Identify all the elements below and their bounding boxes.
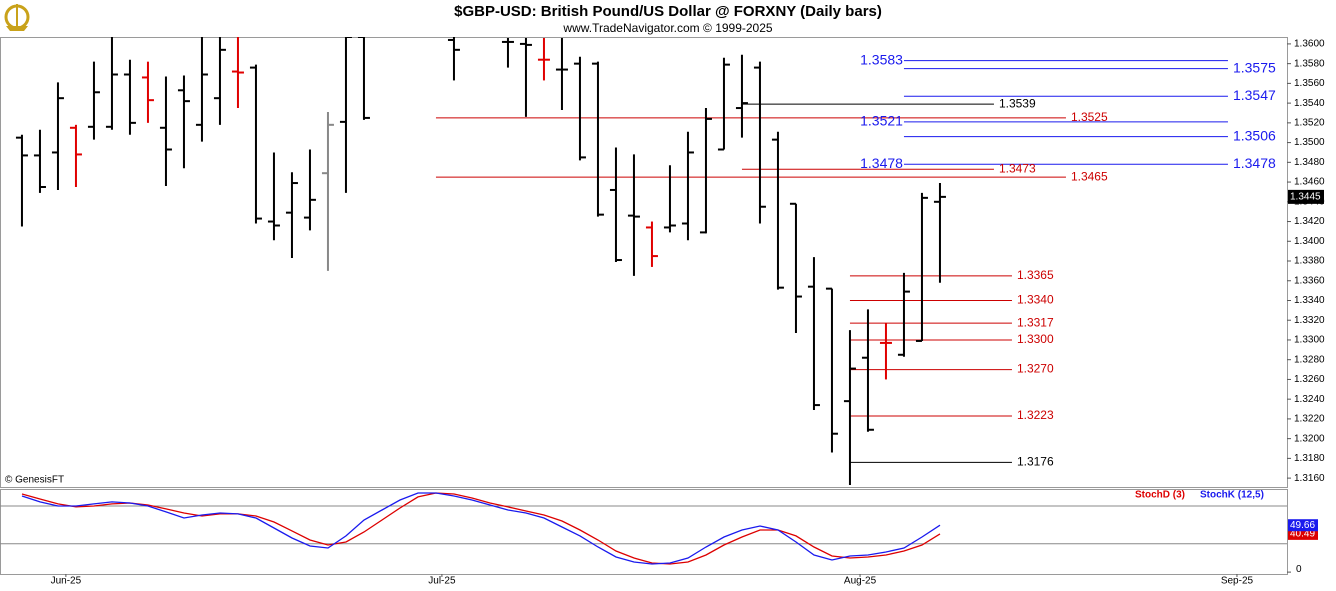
last-price-box — [1288, 189, 1324, 204]
credit: © GenesisFT — [5, 475, 64, 486]
chart-title: $GBP-USD: British Pound/US Dollar @ FORX… — [454, 3, 882, 20]
stoch-pane — [0, 489, 1288, 575]
price-pane — [0, 37, 1288, 488]
logo — [4, 4, 30, 31]
legend-label: StochD (3) — [1135, 490, 1185, 501]
level-label: 1.3525 — [1071, 110, 1108, 124]
level-label: 1.3365 — [1017, 268, 1054, 282]
y-tick-label: 1.3380 — [1294, 256, 1325, 267]
legend-label: StochK (12,5) — [1200, 490, 1264, 501]
last-value-label: 49.66 — [1290, 520, 1315, 531]
y-tick-label: 1.3340 — [1294, 295, 1325, 306]
y-tick-label: 1.3540 — [1294, 98, 1325, 109]
level-label: 1.3547 — [1233, 87, 1276, 103]
y-tick-label: 1.3400 — [1294, 236, 1325, 247]
y-tick-label: 0 — [1296, 564, 1302, 575]
y-tick-label: 1.3600 — [1294, 39, 1325, 50]
level-label: 1.3223 — [1017, 408, 1054, 422]
y-tick-label: 1.3500 — [1294, 137, 1325, 148]
price-plot — [15, 37, 1228, 486]
y-tick-label: 1.3520 — [1294, 117, 1325, 128]
x-tick-label: Sep-25 — [1221, 576, 1254, 587]
stoch-line — [21, 492, 941, 565]
y-tick-label: 1.3480 — [1294, 157, 1325, 168]
chart-subtitle: www.TradeNavigator.com © 1999-2025 — [562, 21, 772, 35]
stoch-plot — [0, 492, 1287, 565]
level-label: 1.3340 — [1017, 293, 1054, 307]
level-label: 1.3478 — [1233, 155, 1276, 171]
y-tick-label: 1.3460 — [1294, 177, 1325, 188]
y-tick-label: 1.3300 — [1294, 335, 1325, 346]
level-label: 1.3583 — [860, 51, 903, 67]
level-label: 1.3270 — [1017, 362, 1054, 376]
y-tick-label: 1.3360 — [1294, 275, 1325, 286]
y-tick-label: 1.3280 — [1294, 354, 1325, 365]
y-tick-label: 1.3180 — [1294, 453, 1325, 464]
level-label: 1.3176 — [1017, 455, 1054, 469]
stoch-line — [21, 492, 941, 565]
y-tick-label: 1.3560 — [1294, 78, 1325, 89]
y-tick-label: 1.3420 — [1294, 216, 1325, 227]
y-tick-label: 1.3260 — [1294, 374, 1325, 385]
y-tick-label: 1.3220 — [1294, 414, 1325, 425]
y-tick-label: 1.3320 — [1294, 315, 1325, 326]
level-label: 1.3521 — [860, 113, 903, 129]
level-label: 1.3575 — [1233, 59, 1276, 75]
level-label: 1.3300 — [1017, 332, 1054, 346]
last-value-label: 40.49 — [1290, 529, 1315, 540]
x-tick-label: Aug-25 — [844, 576, 877, 587]
x-tick-label: Jul-25 — [428, 576, 456, 587]
last-value-box — [1288, 519, 1318, 532]
level-label: 1.3478 — [860, 155, 903, 171]
last-price-label: 1.3445 — [1290, 192, 1321, 203]
level-label: 1.3473 — [999, 161, 1036, 175]
y-tick-label: 1.3240 — [1294, 394, 1325, 405]
level-label: 1.3317 — [1017, 315, 1054, 329]
axes: 1.3600 1.3580 1.3560 1.3540 1.3520 1.3500 1.34… — [51, 39, 1325, 587]
y-tick-label: 1.3200 — [1294, 433, 1325, 444]
level-label: 1.3539 — [999, 96, 1036, 110]
level-label: 1.3506 — [1233, 127, 1276, 143]
level-label: 1.3465 — [1071, 169, 1108, 183]
y-tick-label: 1.3160 — [1294, 473, 1325, 484]
y-tick-label: 1.3580 — [1294, 58, 1325, 69]
x-tick-label: Jun-25 — [51, 576, 82, 587]
